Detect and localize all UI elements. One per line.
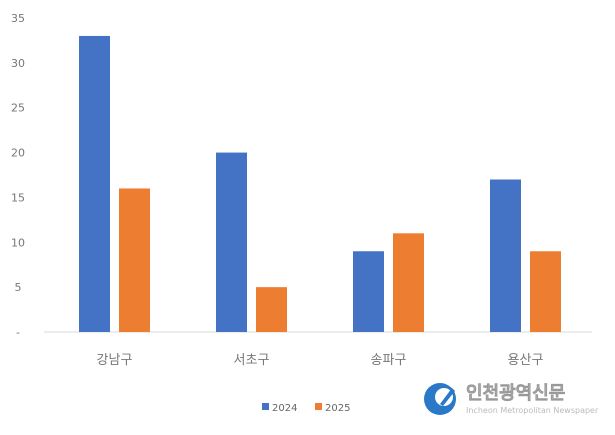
x-category-label: 강남구 xyxy=(97,353,133,368)
legend-label: 2024 xyxy=(272,403,297,414)
y-tick-label: 25 xyxy=(11,102,25,115)
y-tick-label: 35 xyxy=(11,12,25,25)
bar-2024-1 xyxy=(216,152,247,332)
y-tick-label: - xyxy=(16,326,20,339)
legend-swatch-2024 xyxy=(262,403,269,410)
y-tick-label: 15 xyxy=(11,191,25,204)
y-tick-label: 10 xyxy=(11,236,25,249)
bar-2025-0 xyxy=(119,188,150,332)
bar-2025-1 xyxy=(256,287,287,332)
watermark-subtitle: Incheon Metropolitan Newspaper xyxy=(466,406,599,415)
x-category-label: 송파구 xyxy=(371,353,407,368)
watermark-logo: 인천광역신문 Incheon Metropolitan Newspaper xyxy=(424,383,599,415)
bar-2024-3 xyxy=(490,179,521,332)
bar-2024-0 xyxy=(79,35,110,332)
y-tick-label: 20 xyxy=(11,147,25,160)
bar-2025-3 xyxy=(530,251,561,332)
watermark-name: 인천광역신문 xyxy=(466,383,565,404)
x-category-label: 용산구 xyxy=(508,353,544,368)
y-tick-label: 5 xyxy=(15,281,22,294)
legend-label: 2025 xyxy=(325,403,350,414)
bar-2025-2 xyxy=(393,233,424,332)
legend-swatch-2025 xyxy=(315,403,322,410)
y-tick-label: 30 xyxy=(11,57,25,70)
bar-2024-2 xyxy=(353,251,384,332)
x-category-label: 서초구 xyxy=(234,353,270,368)
